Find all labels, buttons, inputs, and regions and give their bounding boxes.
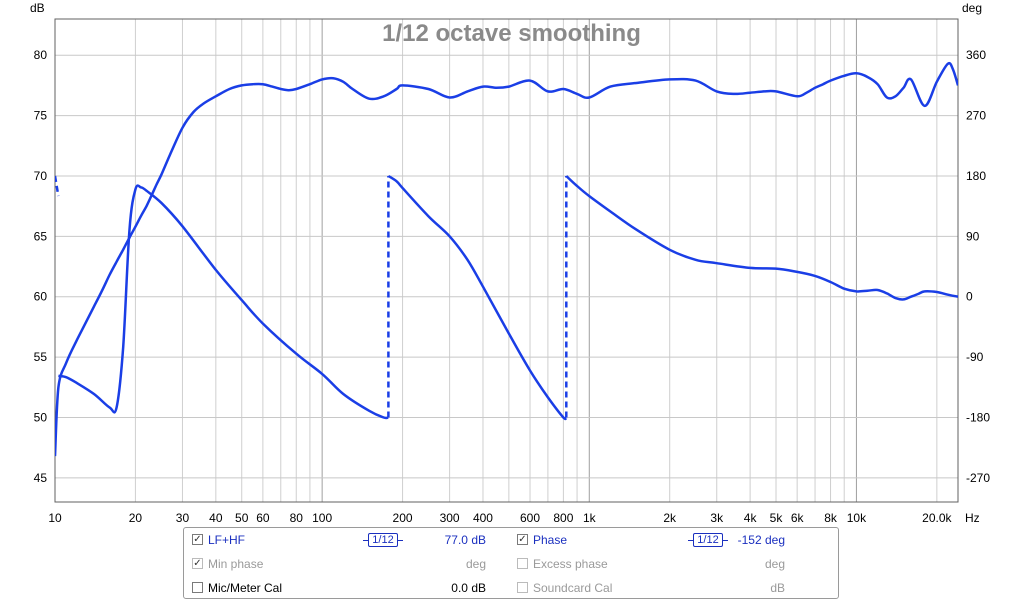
lfhf-value: 77.0 dB [444,533,486,547]
x-tick-label: 1k [583,511,597,525]
x-axis-unit: Hz [965,511,980,525]
series-line-phase [565,175,958,301]
y-left-tick-label: 50 [34,410,48,424]
y-right-tick-label: -90 [966,350,984,364]
chart: 1/12 octave smoothing dB deg Hz 10 20 30 40… [30,1,990,525]
series-line-phase [55,175,60,197]
plot-background [55,19,958,502]
y-right-tick-label: 0 [966,290,973,304]
x-axis-ticks: 10 20 30 40 50 60 80 100 200 300 400 600 800 1k 2k 3k 4k… [48,511,952,525]
y-axis-right-unit: deg [962,1,982,15]
series-line-phase [387,174,568,421]
lfhf-label: LF+HF [208,533,246,547]
x-tick-label: 20 [129,511,143,525]
mic-cal-label: Mic/Meter Cal [208,581,283,595]
series-line-lf-hf [55,61,958,457]
x-tick-label: 3k [710,511,724,525]
chart-title: 1/12 octave smoothing [382,20,641,47]
soundcard-cal-value: dB [770,581,785,595]
phase-label: Phase [533,533,568,547]
soundcard-cal-checkbox[interactable] [517,582,528,593]
y-axis-right-ticks: -270 -180 -90 0 90 180 270 360 [966,48,990,485]
x-tick-label: 400 [473,511,493,525]
lfhf-smoothing-button[interactable]: 1/12 [363,533,403,547]
x-tick-label: 200 [393,511,413,525]
legend-row-phase: ✓ Phase 1/12 -152 deg [517,530,817,550]
y-right-tick-label: 360 [966,48,986,62]
series-line-phase [58,184,389,420]
x-tick-label: 100 [312,511,332,525]
grid [54,19,958,502]
legend-panel: ✓ LF+HF 1/12 77.0 dB ✓ Min phase deg Mic… [183,527,839,599]
excess-phase-value: deg [764,557,785,571]
legend-row-soundcard-cal: Soundcard Cal dB [517,578,817,598]
min-phase-value: deg [465,557,486,571]
legend-row-excess-phase: Excess phase deg [517,554,817,574]
phase-checkbox[interactable]: ✓ [517,534,528,545]
x-tick-label: 50 [235,511,249,525]
y-left-tick-label: 70 [34,169,48,183]
y-axis-left-ticks: 45 50 55 60 65 70 75 80 [34,48,48,485]
legend-row-lfhf: ✓ LF+HF 1/12 77.0 dB [192,530,492,550]
phase-smoothing-button[interactable]: 1/12 [688,533,728,547]
min-phase-checkbox[interactable]: ✓ [192,558,203,569]
y-right-tick-label: 180 [966,169,986,183]
series-group [55,61,958,457]
excess-phase-checkbox[interactable] [517,558,528,569]
mic-cal-checkbox[interactable] [192,582,203,593]
y-left-tick-label: 75 [34,109,48,123]
legend-row-min-phase: ✓ Min phase deg [192,554,492,574]
x-tick-label: 40 [209,511,223,525]
x-tick-label: 6k [791,511,805,525]
x-tick-label: 20.0k [922,511,952,525]
x-tick-label: 60 [256,511,270,525]
y-left-tick-label: 60 [34,290,48,304]
plot-frame [54,18,959,503]
y-right-tick-label: 270 [966,109,986,123]
x-tick-label: 4k [744,511,758,525]
x-tick-label: 8k [824,511,838,525]
x-tick-label: 600 [520,511,540,525]
lfhf-checkbox[interactable]: ✓ [192,534,203,545]
min-phase-label: Min phase [208,557,264,571]
y-left-tick-label: 80 [34,48,48,62]
x-tick-label: 2k [663,511,677,525]
mic-cal-value: 0.0 dB [451,581,486,595]
x-tick-label: 80 [290,511,304,525]
phase-value: -152 deg [737,533,785,547]
x-tick-label: 300 [440,511,460,525]
legend-row-mic-cal: Mic/Meter Cal 0.0 dB [192,578,492,598]
soundcard-cal-label: Soundcard Cal [533,581,613,595]
x-tick-label: 30 [176,511,190,525]
y-axis-left-unit: dB [30,1,45,15]
excess-phase-label: Excess phase [533,557,608,571]
y-left-tick-label: 65 [34,229,48,243]
x-tick-label: 800 [553,511,573,525]
x-tick-label: 10 [48,511,62,525]
y-right-tick-label: 90 [966,229,980,243]
x-tick-label: 5k [770,511,784,525]
y-right-tick-label: -270 [966,471,990,485]
y-left-tick-label: 55 [34,350,48,364]
x-tick-label: 10k [847,511,867,525]
y-right-tick-label: -180 [966,410,990,424]
y-left-tick-label: 45 [34,471,48,485]
